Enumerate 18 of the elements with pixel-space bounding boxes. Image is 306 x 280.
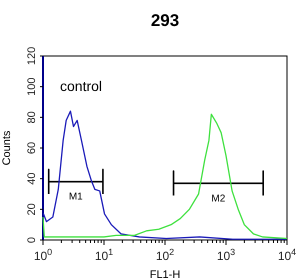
y-axis-title: Counts [1, 130, 13, 166]
series-label: M2 [211, 193, 226, 204]
y-tick-label: 0 [26, 236, 38, 244]
y-tick-label: 100 [26, 77, 38, 96]
x-tick-label: 10$^{4}$ [278, 247, 296, 263]
y-tick-label: 20 [26, 203, 38, 216]
x-tick-label: 10$^{1}$ [94, 247, 114, 263]
x-tick-label: 10$^{0}$ [34, 247, 52, 263]
x-tick-label: 10$^{2}$ [156, 247, 174, 263]
x-tick-label: 10$^{3}$ [216, 247, 236, 263]
annotation: control [60, 78, 102, 94]
y-tick-label: 120 [26, 46, 38, 66]
series-label: M1 [68, 192, 84, 203]
chart-title: 293 [150, 11, 180, 30]
y-tick-label: 60 [26, 142, 38, 154]
x-axis-title: FL1-H [150, 269, 180, 280]
y-tick-label: 80 [26, 111, 38, 124]
y-tick-label: 40 [26, 172, 38, 185]
